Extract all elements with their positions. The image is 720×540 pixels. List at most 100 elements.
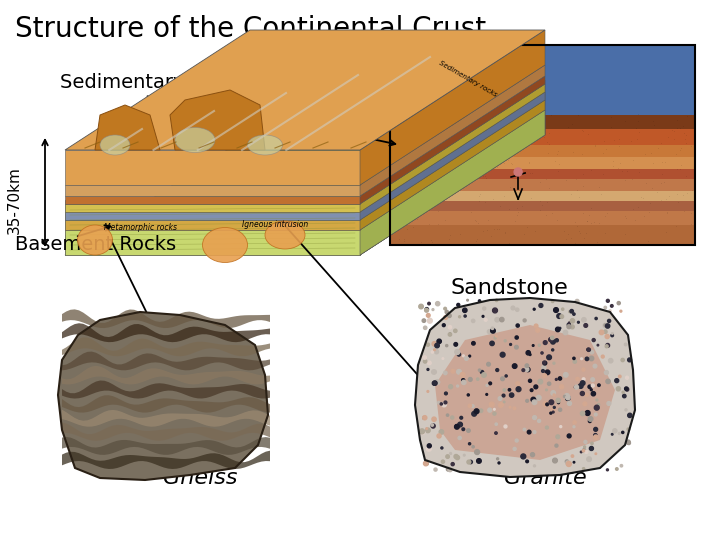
Circle shape [521,454,526,459]
Circle shape [611,333,613,334]
Circle shape [560,315,564,319]
Polygon shape [62,395,270,413]
Circle shape [571,455,574,457]
Circle shape [556,327,560,332]
Polygon shape [65,212,360,220]
Circle shape [593,364,597,368]
Circle shape [555,339,559,342]
Circle shape [469,355,471,357]
Circle shape [616,387,621,391]
Circle shape [618,375,621,377]
Circle shape [500,318,504,322]
Circle shape [627,428,630,430]
Circle shape [426,428,428,429]
Polygon shape [62,338,270,356]
Circle shape [423,417,426,420]
Circle shape [551,391,555,395]
Circle shape [523,428,526,431]
Circle shape [426,428,431,433]
Bar [390,129,695,145]
Circle shape [464,356,468,360]
Bar [390,45,695,115]
Circle shape [467,429,470,433]
Circle shape [595,318,598,320]
Ellipse shape [78,225,112,255]
Circle shape [526,368,530,372]
Circle shape [531,453,534,457]
Circle shape [597,345,599,346]
Circle shape [577,321,580,323]
Text: 35-70km: 35-70km [7,166,22,234]
Circle shape [552,349,554,351]
Circle shape [493,412,496,415]
Circle shape [468,404,472,407]
Circle shape [467,299,469,301]
Circle shape [564,394,570,399]
Circle shape [543,402,548,407]
Circle shape [449,384,453,389]
Circle shape [564,373,568,377]
Circle shape [539,344,541,346]
Circle shape [455,349,460,354]
Circle shape [576,377,579,381]
Circle shape [464,315,467,317]
Circle shape [509,407,511,408]
Circle shape [567,434,571,438]
Circle shape [426,463,428,465]
Circle shape [472,411,477,416]
Circle shape [423,461,428,466]
Circle shape [454,455,458,458]
Circle shape [498,462,500,464]
Circle shape [490,328,495,333]
Circle shape [467,394,469,396]
Circle shape [623,394,626,398]
Circle shape [425,308,428,312]
Circle shape [555,444,558,447]
Circle shape [445,310,449,314]
Circle shape [441,460,444,463]
Circle shape [456,385,459,387]
Circle shape [590,447,593,450]
Circle shape [573,421,576,424]
Circle shape [621,431,624,434]
Circle shape [553,394,555,396]
Circle shape [626,376,629,379]
Circle shape [580,451,582,453]
Circle shape [420,430,425,435]
Circle shape [536,328,539,332]
Bar [390,145,695,157]
Circle shape [618,433,621,435]
Polygon shape [65,185,360,196]
Bar [390,115,695,129]
Circle shape [516,382,520,386]
Circle shape [543,361,546,364]
Circle shape [580,381,585,386]
Circle shape [570,319,575,323]
Circle shape [603,323,608,328]
Polygon shape [62,381,270,399]
Circle shape [617,301,621,305]
Circle shape [626,440,630,444]
Circle shape [588,420,591,422]
Circle shape [625,409,627,411]
Circle shape [427,444,431,448]
Circle shape [551,336,554,340]
Circle shape [546,355,552,360]
Circle shape [551,408,555,412]
Circle shape [435,380,440,384]
Circle shape [588,385,591,388]
Polygon shape [62,323,270,342]
Circle shape [582,450,585,452]
Ellipse shape [248,135,282,155]
Circle shape [454,424,459,429]
Circle shape [549,400,554,404]
Circle shape [567,323,570,326]
Circle shape [431,351,433,353]
Circle shape [482,373,486,377]
Circle shape [592,339,595,342]
Circle shape [441,447,443,449]
Polygon shape [170,90,265,150]
Circle shape [606,469,608,471]
Circle shape [448,314,451,318]
Circle shape [513,364,517,368]
